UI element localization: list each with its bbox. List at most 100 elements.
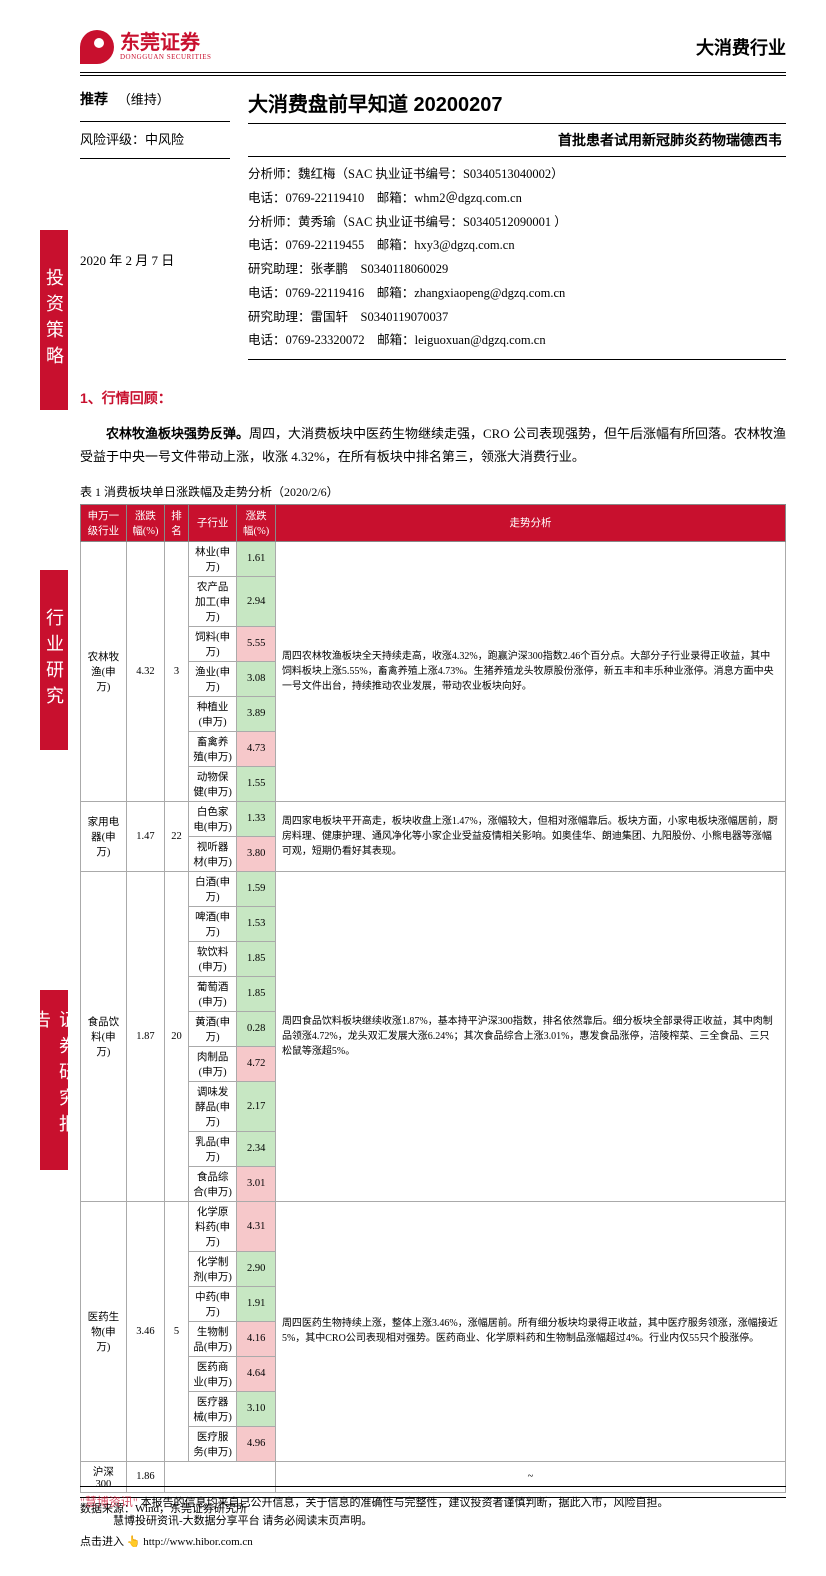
analyst-4-contact: 电话：0769-23320072 邮箱：leiguoxuan@dgzq.com.…: [248, 329, 786, 353]
cell-sub: 畜禽养殖(申万): [188, 731, 237, 766]
sidebar-label-2: 行业研究: [40, 570, 68, 750]
cell-pct: 4.32: [126, 541, 165, 801]
cell-analysis: 周四农林牧渔板块全天持续走高，收涨4.32%，跑赢沪深300指数2.46个百分点…: [275, 541, 785, 801]
analyst-1: 分析师：魏红梅（SAC 执业证书编号：S0340513040002）: [248, 163, 786, 187]
cell-sub: 生物制品(申万): [188, 1321, 237, 1356]
cell-analysis: 周四医药生物持续上涨，整体上涨3.46%，涨幅居前。所有细分板块均录得正收益，其…: [275, 1201, 785, 1461]
cell-pct: 1.47: [126, 801, 165, 871]
cell-subpct: 1.53: [237, 906, 276, 941]
sidebar-label-3: 证券研究报告: [40, 990, 68, 1170]
logo-icon: [80, 30, 114, 64]
page: 投资策略 行业研究 证券研究报告 东莞证券 DONGGUAN SECURITIE…: [0, 0, 826, 1576]
cell-sub: 软饮料(申万): [188, 941, 237, 976]
cell-industry: 医药生物(申万): [81, 1201, 127, 1461]
cell-subpct: 4.96: [237, 1426, 276, 1461]
report-date: 2020 年 2 月 7 日: [80, 249, 230, 274]
cell-subpct: 2.94: [237, 576, 276, 626]
cell-industry: 食品饮料(申万): [81, 871, 127, 1201]
cell-subpct: 5.55: [237, 626, 276, 661]
cell-subpct: 4.31: [237, 1201, 276, 1251]
cell-subpct: 1.61: [237, 541, 276, 576]
cell-pct: 3.46: [126, 1201, 165, 1461]
footer-disclaimer-2: 请务必阅读末页声明。: [262, 1515, 372, 1527]
cell-sub: 种植业(申万): [188, 696, 237, 731]
cell-subpct: 4.73: [237, 731, 276, 766]
cell-subpct: 0.28: [237, 1011, 276, 1046]
analyst-2-contact: 电话：0769-22119455 邮箱：hxy3@dgzq.com.cn: [248, 234, 786, 258]
col-rank: 排名: [165, 504, 189, 541]
cell-subpct: 2.17: [237, 1081, 276, 1131]
table-row: 家用电器(申万)1.4722白色家电(申万)1.33周四家电板块平开高走，板块收…: [81, 801, 786, 836]
analyst-3: 研究助理：张孝鹏 S0340118060029: [248, 258, 786, 282]
cell-sub: 中药(申万): [188, 1286, 237, 1321]
meta-block: 推荐 （维持） 风险评级：中风险 2020 年 2 月 7 日 大消费盘前早知道…: [80, 88, 786, 366]
analyst-block: 分析师：魏红梅（SAC 执业证书编号：S0340513040002） 电话：07…: [248, 163, 786, 353]
cell-sub: 林业(申万): [188, 541, 237, 576]
cell-sub: 医疗服务(申万): [188, 1426, 237, 1461]
cell-subpct: 4.72: [237, 1046, 276, 1081]
cell-sub: 农产品加工(申万): [188, 576, 237, 626]
table-row: 农林牧渔(申万)4.323林业(申万)1.61周四农林牧渔板块全天持续走高，收涨…: [81, 541, 786, 576]
cell-subpct: 4.64: [237, 1356, 276, 1391]
logo: 东莞证券 DONGGUAN SECURITIES: [80, 30, 211, 64]
report-subtitle: 首批患者试用新冠肺炎药物瑞德西韦: [248, 130, 786, 150]
cell-subpct: 1.59: [237, 871, 276, 906]
cell-sub: 肉制品(申万): [188, 1046, 237, 1081]
sidebar-label-1: 投资策略: [40, 230, 68, 410]
cell-sub: 白酒(申万): [188, 871, 237, 906]
cell-sub: 调味发酵品(申万): [188, 1081, 237, 1131]
cell-subpct: 3.01: [237, 1166, 276, 1201]
table-1: 申万一级行业 涨跌幅(%) 排名 子行业 涨跌幅(%) 走势分析 农林牧渔(申万…: [80, 504, 786, 1493]
section-1-lead: 农林牧渔板块强势反弹。: [106, 426, 249, 441]
footer-link-label: 点击进入: [80, 1536, 124, 1548]
cell-sub: 啤酒(申万): [188, 906, 237, 941]
hand-icon: 👆: [127, 1536, 141, 1548]
cell-subpct: 2.34: [237, 1131, 276, 1166]
cell-subpct: 3.10: [237, 1391, 276, 1426]
cell-sub: 食品综合(申万): [188, 1166, 237, 1201]
cell-analysis: 周四家电板块平开高走，板块收盘上涨1.47%，涨幅较大，但相对涨幅靠后。板块方面…: [275, 801, 785, 871]
footer-disclaimer: 本报告的信息均来自已公开信息，关于信息的准确性与完整性，建议投资者谨慎判断，据此…: [141, 1497, 669, 1509]
recommend-hold: （维持）: [124, 92, 170, 107]
table-row: 医药生物(申万)3.465化学原料药(申万)4.31周四医药生物持续上涨，整体上…: [81, 1201, 786, 1251]
footer: "慧博资讯" 本报告的信息均来自已公开信息，关于信息的准确性与完整性，建议投资者…: [80, 1486, 786, 1552]
cell-sub: 饲料(申万): [188, 626, 237, 661]
cell-sub: 动物保健(申万): [188, 766, 237, 801]
cell-subpct: 1.85: [237, 941, 276, 976]
col-subpct: 涨跌幅(%): [237, 504, 276, 541]
cell-sub: 化学原料药(申万): [188, 1201, 237, 1251]
cell-industry: 家用电器(申万): [81, 801, 127, 871]
cell-sub: 化学制剂(申万): [188, 1251, 237, 1286]
cell-sub: 医药商业(申万): [188, 1356, 237, 1391]
cell-rank: 20: [165, 871, 189, 1201]
report-title: 大消费盘前早知道 20200207: [248, 88, 786, 117]
logo-text-zh: 东莞证券: [120, 32, 211, 54]
footer-link[interactable]: http://www.hibor.com.cn: [143, 1536, 253, 1548]
table-row: 食品饮料(申万)1.8720白酒(申万)1.59周四食品饮料板块继续收涨1.87…: [81, 871, 786, 906]
cell-sub: 黄酒(申万): [188, 1011, 237, 1046]
cell-subpct: 1.91: [237, 1286, 276, 1321]
cell-subpct: 3.89: [237, 696, 276, 731]
cell-subpct: 2.90: [237, 1251, 276, 1286]
doc-category: 大消费行业: [696, 34, 786, 60]
cell-subpct: 3.80: [237, 836, 276, 871]
cell-rank: 22: [165, 801, 189, 871]
logo-text-en: DONGGUAN SECURITIES: [120, 54, 211, 62]
cell-subpct: 1.33: [237, 801, 276, 836]
analyst-1-contact: 电话：0769-22119410 邮箱：whm2＠dgzq.com.cn: [248, 187, 786, 211]
table-header-row: 申万一级行业 涨跌幅(%) 排名 子行业 涨跌幅(%) 走势分析: [81, 504, 786, 541]
footer-wm-sub: 慧博投研资讯-大数据分享平台: [113, 1515, 260, 1527]
cell-subpct: 1.55: [237, 766, 276, 801]
analyst-3-contact: 电话：0769-22119416 邮箱：zhangxiaopeng@dgzq.c…: [248, 282, 786, 306]
cell-sub: 葡萄酒(申万): [188, 976, 237, 1011]
col-analysis: 走势分析: [275, 504, 785, 541]
cell-sub: 视听器材(申万): [188, 836, 237, 871]
cell-subpct: 1.85: [237, 976, 276, 1011]
cell-rank: 5: [165, 1201, 189, 1461]
cell-rank: 3: [165, 541, 189, 801]
table-1-caption: 表 1 消费板块单日涨跌幅及走势分析（2020/2/6）: [80, 483, 786, 500]
footer-watermark: "慧博资讯": [80, 1495, 138, 1509]
cell-subpct: 3.08: [237, 661, 276, 696]
cell-sub: 渔业(申万): [188, 661, 237, 696]
col-industry: 申万一级行业: [81, 504, 127, 541]
